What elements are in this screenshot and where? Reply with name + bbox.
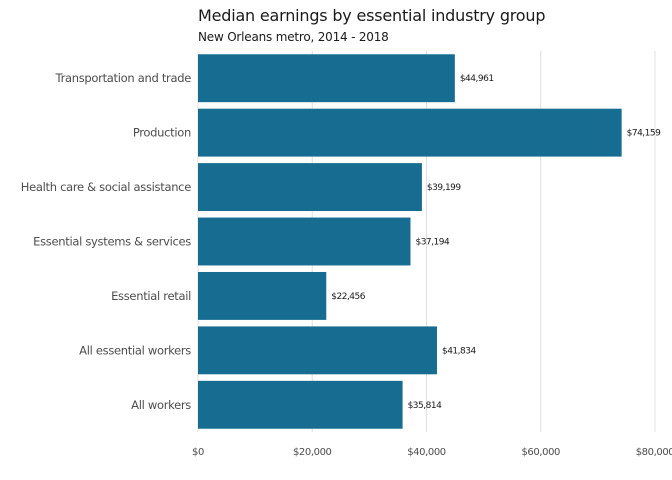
category-label: Essential systems & services [33, 235, 191, 249]
data-label: $44,961 [460, 74, 494, 84]
bar [198, 380, 403, 429]
x-tick-label: $80,000 [636, 447, 672, 458]
data-label: $37,194 [415, 238, 449, 248]
bar [198, 271, 327, 320]
x-tick-label: $40,000 [407, 447, 446, 458]
bar [198, 163, 422, 212]
bar [198, 326, 437, 375]
bar [198, 217, 411, 266]
x-axis-ticks: $0 $20,000 $40,000 $60,000 $80,000 [192, 447, 672, 458]
bar [198, 54, 455, 103]
category-label: Essential retail [111, 289, 191, 303]
data-labels: $44,961 $74,159 $39,199 $37,194 $22,456 $41,8… [331, 74, 661, 411]
category-label: All essential workers [79, 343, 191, 357]
x-tick-label: $20,000 [293, 447, 332, 458]
bars [198, 54, 622, 429]
category-label: Production [133, 126, 191, 140]
chart-title: Median earnings by essential industry gr… [198, 6, 546, 25]
chart-subtitle: New Orleans metro, 2014 - 2018 [198, 30, 389, 44]
x-tick-label: $60,000 [521, 447, 560, 458]
data-label: $74,159 [627, 129, 661, 139]
data-label: $39,199 [427, 183, 461, 193]
x-tick-label: $0 [192, 447, 204, 458]
bar [198, 108, 622, 157]
data-label: $35,814 [408, 401, 442, 411]
data-label: $22,456 [331, 292, 365, 302]
category-label: Transportation and trade [55, 71, 192, 85]
category-label: Health care & social assistance [21, 180, 191, 194]
category-labels: Transportation and trade Production Health… [21, 71, 192, 412]
data-label: $41,834 [442, 346, 476, 356]
category-label: All workers [131, 398, 191, 412]
